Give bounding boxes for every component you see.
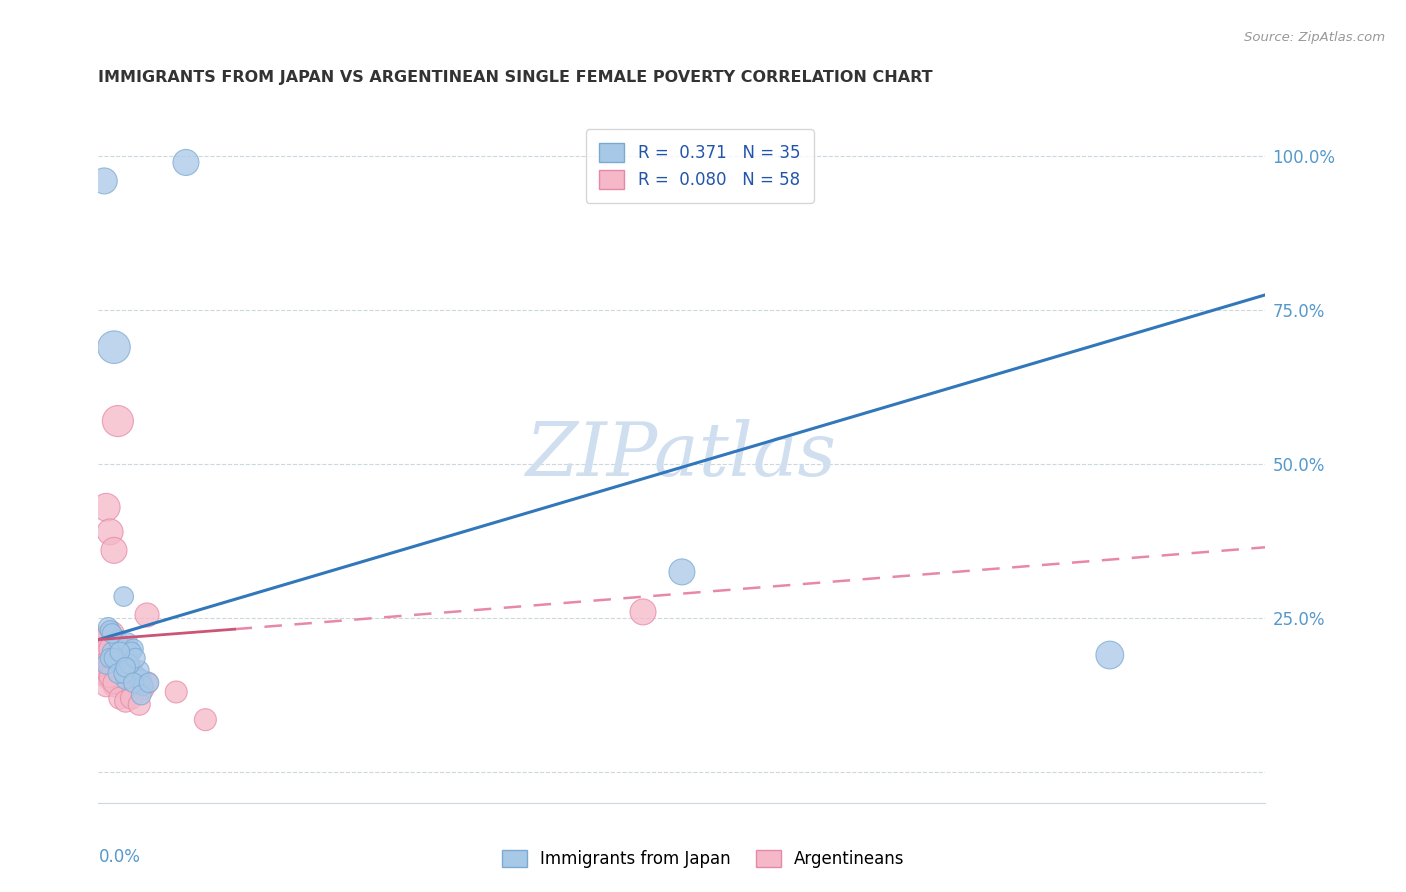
Point	[118, 660, 141, 674]
Point	[128, 673, 150, 687]
Point	[103, 679, 125, 693]
Point	[103, 340, 125, 354]
Point	[108, 645, 131, 659]
Point	[1098, 648, 1121, 662]
Point	[117, 669, 139, 683]
Point	[121, 664, 143, 678]
Point	[96, 669, 118, 683]
Point	[671, 565, 693, 579]
Point	[101, 651, 124, 665]
Point	[107, 632, 129, 647]
Point	[93, 630, 115, 644]
Point	[98, 657, 121, 672]
Point	[104, 639, 127, 653]
Point	[122, 669, 145, 683]
Point	[128, 664, 150, 678]
Point	[108, 673, 131, 687]
Point	[96, 500, 118, 515]
Point	[96, 679, 118, 693]
Text: 0.0%: 0.0%	[98, 848, 141, 866]
Point	[107, 675, 129, 690]
Point	[93, 632, 115, 647]
Point	[122, 675, 145, 690]
Point	[631, 605, 654, 619]
Legend: R =  0.371   N = 35, R =  0.080   N = 58: R = 0.371 N = 35, R = 0.080 N = 58	[586, 129, 814, 202]
Point	[112, 590, 135, 604]
Point	[101, 645, 124, 659]
Point	[121, 645, 143, 659]
Point	[108, 691, 131, 706]
Text: Source: ZipAtlas.com: Source: ZipAtlas.com	[1244, 31, 1385, 45]
Point	[114, 681, 136, 696]
Point	[97, 630, 120, 644]
Point	[128, 698, 150, 712]
Point	[118, 657, 141, 672]
Point	[112, 657, 135, 672]
Point	[104, 657, 127, 672]
Point	[108, 657, 131, 672]
Point	[111, 657, 134, 672]
Point	[114, 694, 136, 708]
Point	[124, 651, 146, 665]
Text: ZIPatlas: ZIPatlas	[526, 418, 838, 491]
Point	[103, 666, 125, 681]
Point	[138, 675, 160, 690]
Point	[93, 657, 115, 672]
Point	[103, 543, 125, 558]
Point	[101, 641, 124, 656]
Point	[136, 607, 159, 622]
Point	[118, 641, 141, 656]
Point	[97, 620, 120, 634]
Point	[112, 666, 135, 681]
Point	[136, 675, 159, 690]
Point	[96, 657, 118, 672]
Point	[93, 648, 115, 662]
Point	[121, 669, 143, 683]
Point	[129, 688, 152, 702]
Point	[104, 639, 127, 653]
Point	[103, 675, 125, 690]
Point	[114, 673, 136, 687]
Point	[112, 666, 135, 681]
Point	[121, 691, 143, 706]
Point	[101, 626, 124, 640]
Point	[98, 624, 121, 638]
Point	[117, 636, 139, 650]
Point	[118, 681, 141, 696]
Point	[98, 669, 121, 683]
Point	[132, 679, 155, 693]
Point	[97, 632, 120, 647]
Point	[104, 648, 127, 662]
Point	[98, 524, 121, 539]
Point	[107, 414, 129, 428]
Point	[194, 713, 217, 727]
Point	[96, 664, 118, 678]
Point	[108, 645, 131, 659]
Point	[108, 651, 131, 665]
Point	[127, 669, 149, 683]
Point	[108, 664, 131, 678]
Point	[124, 673, 146, 687]
Point	[129, 673, 152, 687]
Point	[98, 673, 121, 687]
Point	[114, 660, 136, 674]
Point	[101, 651, 124, 665]
Legend: Immigrants from Japan, Argentineans: Immigrants from Japan, Argentineans	[495, 843, 911, 875]
Point	[132, 681, 155, 696]
Point	[103, 651, 125, 665]
Point	[107, 666, 129, 681]
Point	[104, 654, 127, 668]
Point	[97, 664, 120, 678]
Point	[174, 155, 197, 169]
Point	[114, 660, 136, 674]
Point	[111, 657, 134, 672]
Point	[112, 645, 135, 659]
Point	[165, 685, 187, 699]
Point	[122, 641, 145, 656]
Point	[101, 626, 124, 640]
Text: IMMIGRANTS FROM JAPAN VS ARGENTINEAN SINGLE FEMALE POVERTY CORRELATION CHART: IMMIGRANTS FROM JAPAN VS ARGENTINEAN SIN…	[98, 70, 934, 85]
Point	[97, 641, 120, 656]
Point	[98, 651, 121, 665]
Point	[93, 174, 115, 188]
